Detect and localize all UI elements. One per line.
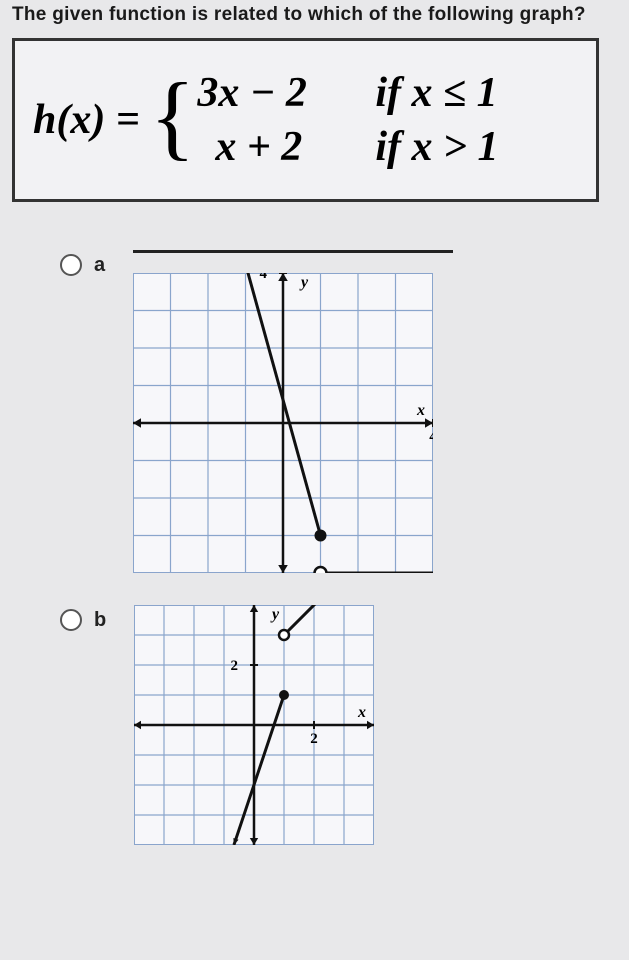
svg-text:4: 4 <box>260 273 268 282</box>
svg-text:x: x <box>416 402 425 419</box>
svg-text:y: y <box>270 606 280 623</box>
graph-b: y x 2 2 <box>134 605 374 845</box>
case2-expr: x + 2 <box>197 123 347 171</box>
svg-text:x: x <box>357 704 366 721</box>
case1-cond: if x ≤ 1 <box>375 69 497 117</box>
divider-a <box>133 250 453 253</box>
svg-text:4: 4 <box>429 429 433 445</box>
graph-a: yx44 <box>133 273 433 573</box>
formula-box: h(x) = { 3x − 2 if x ≤ 1 x + 2 if x > 1 <box>12 38 599 202</box>
formula-brace: { <box>144 78 198 154</box>
option-b[interactable]: b y x 2 2 <box>60 605 629 845</box>
option-a-label: a <box>94 254 105 277</box>
option-a[interactable]: a yx44 <box>60 250 629 573</box>
radio-a[interactable] <box>60 254 82 276</box>
radio-b[interactable] <box>60 609 82 631</box>
formula-lhs: h(x) = <box>33 96 144 144</box>
svg-text:2: 2 <box>310 731 318 747</box>
case2-cond: if x > 1 <box>375 123 498 171</box>
option-b-label: b <box>94 609 106 632</box>
case1-expr: 3x − 2 <box>197 69 347 117</box>
svg-text:y: y <box>299 274 309 291</box>
question-text: The given function is related to which o… <box>0 0 629 38</box>
svg-text:2: 2 <box>231 658 239 674</box>
